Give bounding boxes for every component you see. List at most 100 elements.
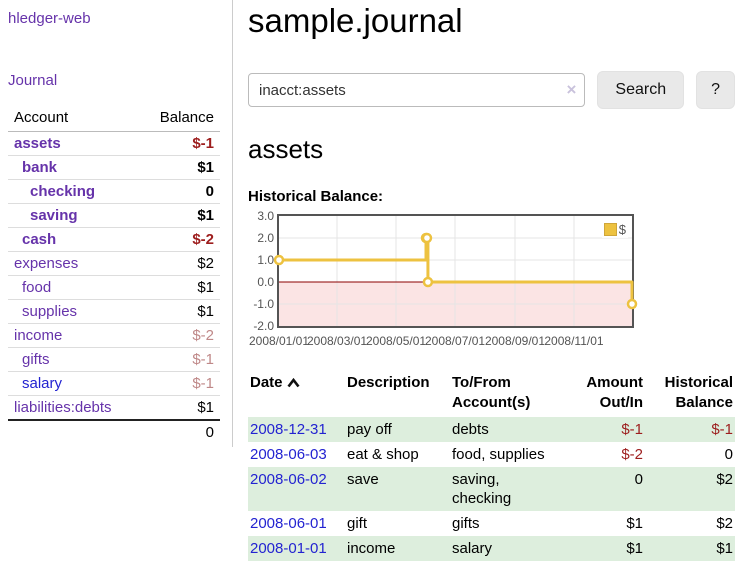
accounts-total-row: 0: [8, 419, 220, 444]
account-link[interactable]: liabilities:debts: [14, 399, 112, 416]
accounts-header-balance: Balance: [140, 106, 220, 132]
account-row: food $1: [8, 275, 220, 300]
sort-ascending-icon[interactable]: [286, 374, 300, 394]
transaction-accounts: debts: [452, 421, 489, 438]
transaction-row: 2008-06-01 gift gifts $1 $2: [248, 511, 735, 536]
transaction-accounts: gifts: [452, 515, 480, 532]
chart-plot-area: $: [273, 214, 638, 328]
account-row: cash $-2: [8, 227, 220, 252]
legend-swatch-icon: [603, 223, 617, 236]
transaction-accounts: saving, checking: [452, 471, 512, 507]
transactions-header-accounts: To/From Account(s): [452, 374, 531, 411]
transactions-header-amount: Amount Out/In: [586, 374, 643, 411]
legend-label: $: [618, 222, 626, 237]
x-axis-tick-label: 2008/11/01: [544, 334, 604, 348]
transaction-balance: $-1: [711, 421, 733, 438]
transaction-balance: $2: [716, 515, 733, 532]
x-axis-tick-label: 2008/03/01: [306, 334, 368, 348]
transactions-table: Date Description To/From Account(s) Amou…: [248, 371, 735, 561]
account-row: saving $1: [8, 203, 220, 228]
y-axis-tick-label: -1.0: [253, 297, 274, 311]
transaction-date-link[interactable]: 2008-06-01: [250, 515, 327, 532]
transaction-row: 2008-06-03 eat & shop food, supplies $-2…: [248, 442, 735, 467]
account-row: liabilities:debts $1: [8, 395, 220, 421]
account-row: salary $-1: [8, 371, 220, 396]
x-axis-tick-label: 2008/05/01: [365, 334, 427, 348]
account-balance: 0: [140, 179, 220, 204]
chart-legend: $: [601, 221, 628, 238]
transaction-amount: 0: [634, 471, 643, 488]
x-axis-tick-label: 2008/01/01: [248, 334, 310, 348]
y-axis-tick-label: -2.0: [253, 319, 274, 333]
transaction-row: 2008-06-02 save saving, checking 0 $2: [248, 467, 735, 511]
app-title-link[interactable]: hledger-web: [8, 10, 91, 27]
x-axis-tick-label: 2008/07/01: [424, 334, 486, 348]
account-balance: $1: [140, 203, 220, 228]
account-balance: $1: [140, 299, 220, 324]
search-input[interactable]: [248, 73, 586, 107]
account-link[interactable]: salary: [22, 375, 63, 392]
transaction-amount: $-1: [621, 421, 643, 438]
y-axis-tick-label: 2.0: [257, 231, 274, 245]
transaction-row: 2008-12-31 pay off debts $-1 $-1: [248, 417, 735, 442]
x-axis-tick-label: 2008/09/01: [484, 334, 545, 348]
transaction-accounts: food, supplies: [452, 446, 545, 463]
sidebar-item-journal[interactable]: Journal: [8, 72, 58, 89]
account-balance: $1: [140, 275, 220, 300]
transaction-balance: $1: [716, 540, 733, 557]
page-title: sample.journal: [248, 2, 463, 39]
account-row: expenses $2: [8, 251, 220, 276]
transaction-description: gift: [347, 515, 368, 532]
account-link[interactable]: supplies: [22, 303, 78, 320]
transaction-date-link[interactable]: 2008-06-03: [250, 446, 327, 463]
accounts-table-header: Account Balance: [8, 106, 220, 132]
account-balance: $2: [140, 251, 220, 276]
account-row: gifts $-1: [8, 347, 220, 372]
accounts-total-value: 0: [140, 419, 220, 444]
transaction-description: income: [347, 540, 396, 557]
account-balance: $1: [140, 395, 220, 421]
account-link[interactable]: bank: [22, 159, 58, 176]
account-row: supplies $1: [8, 299, 220, 324]
sidebar: hledger-web Journal Account Balance asse…: [0, 0, 233, 447]
transaction-date-link[interactable]: 2008-06-02: [250, 471, 327, 488]
account-link[interactable]: food: [22, 279, 52, 296]
help-button[interactable]: ?: [696, 71, 735, 109]
transactions-header-row: Date Description To/From Account(s) Amou…: [248, 371, 735, 417]
chart-label: Historical Balance:: [248, 188, 384, 205]
transaction-amount: $1: [626, 515, 643, 532]
account-link[interactable]: expenses: [14, 255, 79, 272]
account-balance: $-1: [140, 347, 220, 372]
transactions-header-date[interactable]: Date: [248, 371, 345, 417]
account-balance: $-1: [140, 131, 220, 156]
account-link[interactable]: checking: [30, 183, 96, 200]
transactions-header-balance: Historical Balance: [664, 374, 733, 411]
balance-chart: $ 3.0 2.0 1.0 0.0 -1.0 -2.0 2008/01/01 2008/03…: [248, 209, 735, 350]
account-link[interactable]: cash: [22, 231, 57, 248]
transaction-row: 2008-01-01 income salary $1 $1: [248, 536, 735, 561]
transaction-date-link[interactable]: 2008-01-01: [250, 540, 327, 557]
account-link[interactable]: gifts: [22, 351, 50, 368]
transaction-amount: $1: [626, 540, 643, 557]
account-balance: $1: [140, 155, 220, 180]
account-row: bank $1: [8, 155, 220, 180]
account-row: assets $-1: [8, 131, 220, 156]
transaction-accounts: salary: [452, 540, 493, 557]
account-balance: $-1: [140, 371, 220, 396]
search-button[interactable]: Search: [597, 71, 685, 109]
transaction-amount: $-2: [621, 446, 643, 463]
clear-search-icon[interactable]: ×: [566, 80, 577, 99]
account-link[interactable]: saving: [30, 207, 78, 224]
transaction-description: save: [347, 471, 379, 488]
account-row: income $-2: [8, 323, 220, 348]
transactions-header-description: Description: [347, 374, 430, 391]
transaction-date-link[interactable]: 2008-12-31: [250, 421, 327, 438]
account-link[interactable]: income: [14, 327, 63, 344]
account-row: checking 0: [8, 179, 220, 204]
account-balance: $-2: [140, 227, 220, 252]
y-axis-tick-label: 0.0: [257, 275, 274, 289]
account-link[interactable]: assets: [14, 135, 61, 152]
transaction-description: pay off: [347, 421, 392, 438]
search-form: × Search ?: [248, 71, 735, 109]
accounts-table: Account Balance assets $-1 bank $1 check…: [8, 106, 220, 444]
